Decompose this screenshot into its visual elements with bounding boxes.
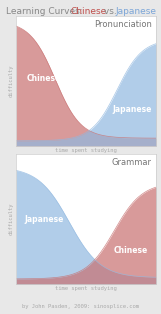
Text: by John Pasden, 2009: sinosplice.com: by John Pasden, 2009: sinosplice.com <box>22 304 139 309</box>
Text: Japanese: Japanese <box>113 105 152 114</box>
X-axis label: time spent studying: time spent studying <box>55 286 117 291</box>
Text: Pronunciation: Pronunciation <box>94 19 152 29</box>
Text: Chinese: Chinese <box>70 7 106 16</box>
Y-axis label: difficulty: difficulty <box>9 65 14 97</box>
Text: Grammar: Grammar <box>112 158 152 167</box>
Text: vs.: vs. <box>101 7 119 16</box>
Y-axis label: difficulty: difficulty <box>9 203 14 235</box>
Text: Chinese: Chinese <box>114 246 148 255</box>
X-axis label: time spent studying: time spent studying <box>55 148 117 153</box>
Text: Japanese: Japanese <box>116 7 157 16</box>
Text: Learning Curves:: Learning Curves: <box>6 7 86 16</box>
Text: Chinese: Chinese <box>27 74 61 83</box>
Text: Japanese: Japanese <box>24 214 64 224</box>
